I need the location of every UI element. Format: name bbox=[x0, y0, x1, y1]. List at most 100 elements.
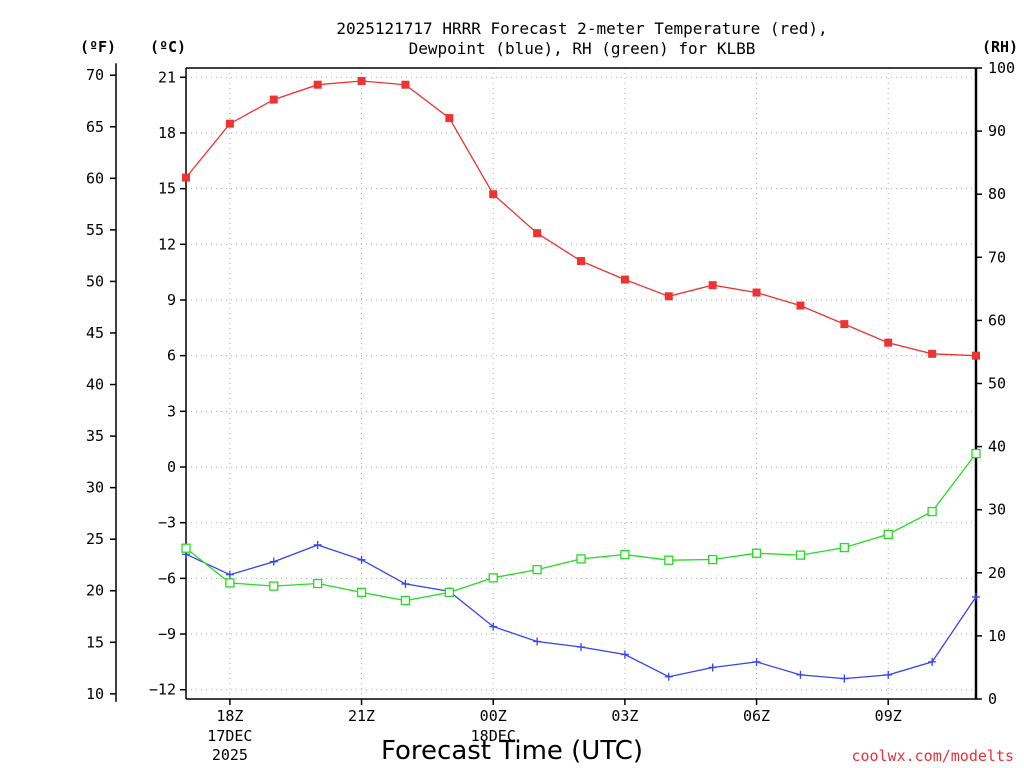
rh-point bbox=[927, 506, 937, 517]
dewpoint-point bbox=[225, 570, 234, 579]
fahrenheit-tick-label: 65 bbox=[86, 118, 104, 136]
celsius-tick-label: 15 bbox=[158, 180, 176, 198]
celsius-tick-label: 0 bbox=[167, 458, 176, 476]
rh-point bbox=[708, 554, 718, 565]
rh-tick-label: 0 bbox=[988, 690, 997, 708]
fahrenheit-tick-label: 40 bbox=[86, 376, 104, 394]
fahrenheit-tick-label: 55 bbox=[86, 221, 104, 239]
dewpoint-point bbox=[840, 674, 849, 683]
chart-title-line-2: Dewpoint (blue), RH (green) for KLBB bbox=[409, 39, 756, 58]
rh-point bbox=[751, 548, 762, 558]
rh-point bbox=[576, 554, 586, 564]
temperature-point bbox=[752, 288, 761, 297]
x-tick-label: 21Z bbox=[348, 707, 375, 725]
celsius-tick-label: −9 bbox=[158, 625, 176, 643]
dewpoint-point bbox=[577, 643, 585, 652]
rh-tick-label: 40 bbox=[988, 438, 1006, 456]
x-tick-label: 03Z bbox=[611, 707, 638, 725]
temperature-point bbox=[884, 338, 893, 347]
fahrenheit-tick-label: 70 bbox=[86, 66, 104, 84]
fahrenheit-tick-label: 30 bbox=[86, 479, 104, 497]
dewpoint-point bbox=[533, 637, 542, 646]
temperature-point bbox=[533, 229, 542, 238]
celsius-tick-label: 21 bbox=[158, 68, 176, 86]
rh-point bbox=[620, 549, 630, 560]
temperature-point bbox=[445, 114, 454, 123]
chart-title: 2025121717 HRRR Forecast 2-meter Tempera… bbox=[336, 19, 827, 58]
temperature-series bbox=[182, 76, 980, 360]
dewpoint-point bbox=[928, 657, 937, 666]
temperature-point bbox=[708, 281, 717, 290]
rh-point bbox=[181, 543, 191, 553]
temperature-point bbox=[313, 80, 322, 89]
temperature-point bbox=[401, 80, 410, 89]
rh-tick-label: 30 bbox=[988, 501, 1006, 519]
rh-point bbox=[444, 587, 454, 598]
fahrenheit-tick-label: 15 bbox=[86, 633, 104, 651]
rh-series bbox=[181, 448, 981, 606]
celsius-tick-label: 12 bbox=[158, 235, 176, 253]
rh-unit-label: (RH) bbox=[982, 38, 1018, 56]
fahrenheit-tick-label: 50 bbox=[86, 272, 104, 290]
celsius-tick-label: −3 bbox=[158, 514, 176, 532]
temperature-point bbox=[840, 320, 849, 329]
rh-tick-label: 50 bbox=[988, 375, 1006, 393]
x-tick-label: 00Z bbox=[480, 707, 507, 725]
fahrenheit-tick-label: 60 bbox=[86, 169, 104, 187]
fahrenheit-tick-label: 35 bbox=[86, 427, 104, 445]
dewpoint-point bbox=[269, 557, 278, 566]
x-tick-label: 09Z bbox=[875, 707, 902, 725]
dewpoint-series bbox=[182, 540, 980, 683]
dewpoint-point bbox=[357, 555, 366, 564]
x-axis-title: Forecast Time (UTC) bbox=[381, 736, 643, 766]
rh-point bbox=[269, 581, 279, 591]
celsius-tick-label: 18 bbox=[158, 124, 176, 142]
rh-tick-label: 60 bbox=[988, 311, 1006, 329]
x-tick-sublabel: 17DEC bbox=[207, 727, 252, 745]
temperature-point bbox=[357, 76, 366, 85]
celsius-tick-label: 6 bbox=[167, 347, 176, 365]
x-tick-sublabel: 2025 bbox=[212, 746, 248, 764]
temperature-point bbox=[928, 349, 937, 358]
rh-point bbox=[532, 564, 542, 575]
rh-point bbox=[664, 555, 674, 565]
temperature-point bbox=[269, 95, 278, 104]
temperature-point bbox=[182, 173, 190, 182]
fahrenheit-unit-label: (ºF) bbox=[80, 38, 116, 56]
rh-tick-label: 70 bbox=[988, 248, 1006, 266]
fahrenheit-tick-label: 45 bbox=[86, 324, 104, 342]
chart-title-line-1: 2025121717 HRRR Forecast 2-meter Tempera… bbox=[336, 19, 827, 38]
x-tick-label: 18Z bbox=[216, 707, 243, 725]
temperature-point bbox=[577, 257, 585, 266]
rh-point bbox=[313, 578, 323, 589]
rh-point bbox=[839, 542, 849, 553]
rh-point bbox=[400, 595, 411, 606]
fahrenheit-tick-label: 25 bbox=[86, 530, 104, 548]
dewpoint-point bbox=[489, 622, 498, 631]
dewpoint-point bbox=[313, 540, 322, 549]
celsius-tick-label: −12 bbox=[149, 681, 176, 699]
dewpoint-point bbox=[796, 670, 805, 679]
temperature-line bbox=[185, 80, 977, 357]
celsius-tick-label: 9 bbox=[167, 291, 176, 309]
credit-text: coolwx.com/modelts bbox=[851, 747, 1014, 765]
celsius-unit-label: (ºC) bbox=[150, 38, 186, 56]
gridlines bbox=[186, 68, 976, 699]
dewpoint-point bbox=[708, 663, 717, 672]
axes: 70656055504540353025201510211815129630−3… bbox=[86, 59, 1015, 764]
dewpoint-point bbox=[972, 592, 980, 601]
dewpoint-point bbox=[752, 657, 761, 666]
temperature-point bbox=[489, 190, 498, 199]
celsius-tick-label: −6 bbox=[158, 569, 176, 587]
temperature-point bbox=[796, 301, 805, 310]
x-tick-sublabel: 18DEC bbox=[471, 727, 516, 745]
fahrenheit-tick-label: 20 bbox=[86, 582, 104, 600]
rh-point bbox=[795, 550, 806, 560]
temperature-point bbox=[972, 351, 980, 360]
data-series bbox=[181, 76, 981, 683]
rh-tick-label: 80 bbox=[988, 185, 1006, 203]
rh-point bbox=[883, 529, 893, 539]
dewpoint-point bbox=[664, 672, 673, 681]
temperature-point bbox=[225, 119, 234, 128]
